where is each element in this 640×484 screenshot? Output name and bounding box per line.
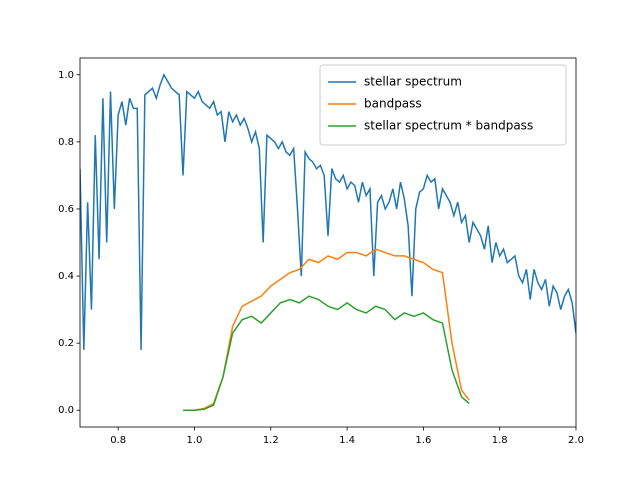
y-tick-label: 0.6 xyxy=(58,204,74,215)
x-tick-label: 1.2 xyxy=(263,435,279,446)
y-tick-label: 1.0 xyxy=(58,70,74,81)
y-tick-label: 0.4 xyxy=(58,271,74,282)
axes-frame xyxy=(79,57,577,428)
y-tick-label: 0.2 xyxy=(58,338,74,349)
x-tick-label: 0.8 xyxy=(110,435,126,446)
y-tick-label: 0.8 xyxy=(58,137,74,148)
x-tick-label: 2.0 xyxy=(568,435,584,446)
legend-label: stellar spectrum xyxy=(364,75,462,89)
legend-box xyxy=(319,64,567,146)
legend-label: bandpass xyxy=(364,97,422,111)
x-tick-label: 1.0 xyxy=(187,435,203,446)
line xyxy=(183,248,470,411)
y-tick-label: 0.0 xyxy=(58,405,74,416)
legend-label: stellar spectrum * bandpass xyxy=(364,119,533,133)
line xyxy=(183,295,470,411)
x-tick-label: 1.8 xyxy=(492,435,508,446)
x-tick-label: 1.6 xyxy=(415,435,431,446)
line xyxy=(80,73,576,350)
x-tick-label: 1.4 xyxy=(339,435,355,446)
